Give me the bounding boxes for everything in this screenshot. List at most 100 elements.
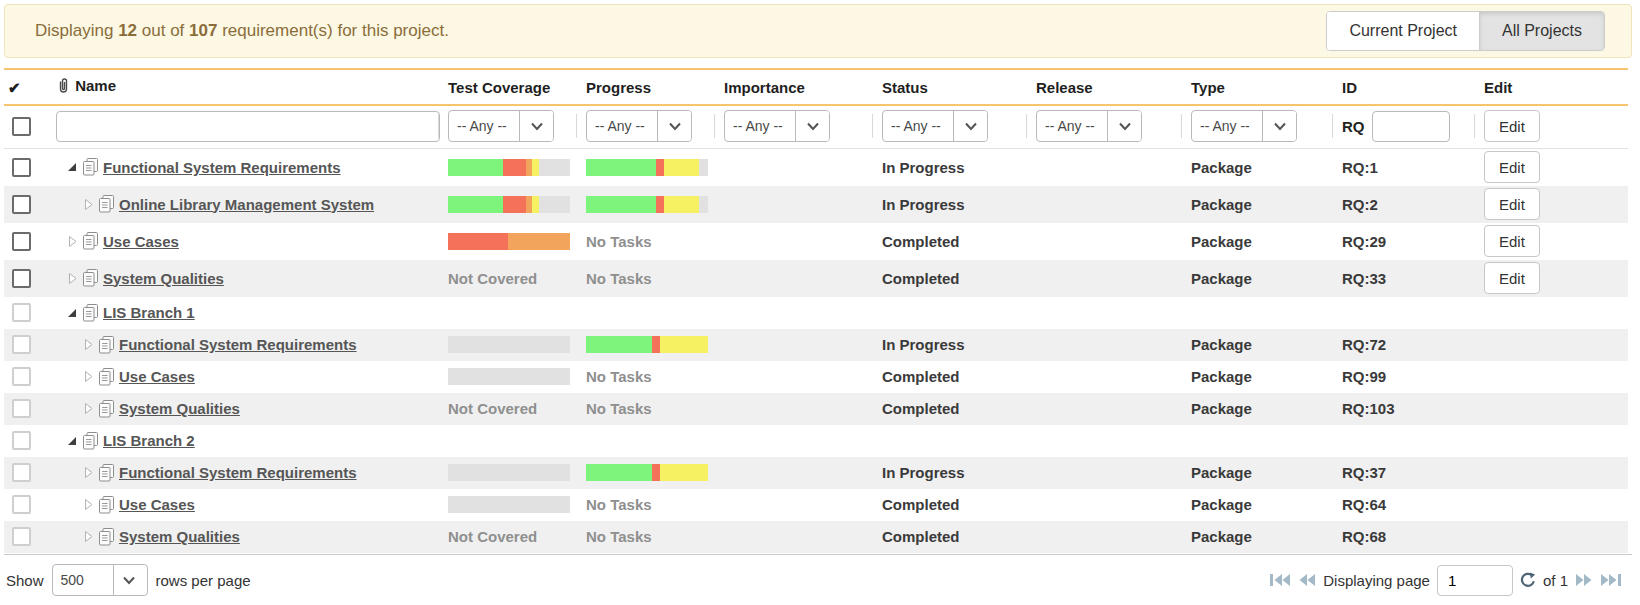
row-checkbox — [12, 527, 31, 546]
requirement-name-link[interactable]: Use Cases — [103, 233, 179, 250]
row-checkbox[interactable] — [12, 195, 31, 214]
expand-node-icon[interactable] — [68, 235, 78, 248]
id-cell: RQ:37 — [1338, 457, 1480, 489]
requirement-name-link[interactable]: LIS Branch 1 — [103, 304, 195, 321]
requirement-package-icon — [98, 368, 115, 386]
test-coverage-cell — [444, 457, 582, 489]
requirement-name-link[interactable]: Functional System Requirements — [119, 464, 357, 481]
expand-node-icon[interactable] — [84, 530, 94, 543]
collapse-node-icon[interactable] — [68, 437, 78, 445]
requirement-name-link[interactable]: Use Cases — [119, 496, 195, 513]
progress-filter-select[interactable]: -- Any -- — [586, 110, 692, 142]
row-checkbox — [12, 335, 31, 354]
type-cell: Package — [1187, 489, 1338, 521]
requirement-name-link[interactable]: Online Library Management System — [119, 196, 374, 213]
expand-node-icon[interactable] — [68, 272, 78, 285]
page-of-label: of 1 — [1543, 572, 1568, 589]
edit-toolbar-button[interactable]: Edit — [1484, 110, 1540, 142]
importance-cell — [720, 149, 878, 186]
collapse-node-icon[interactable] — [68, 309, 78, 317]
progress-text: No Tasks — [586, 368, 652, 385]
name-filter-input[interactable] — [56, 111, 440, 142]
first-page-icon[interactable] — [1269, 573, 1291, 587]
page-number-input[interactable] — [1437, 565, 1513, 596]
progress-text: No Tasks — [586, 400, 652, 417]
id-filter-input[interactable] — [1372, 111, 1450, 142]
requirement-name-link[interactable]: System Qualities — [119, 400, 240, 417]
chevron-down-icon — [1262, 111, 1296, 141]
chevron-down-icon — [953, 111, 987, 141]
requirement-name-link[interactable]: Functional System Requirements — [103, 159, 341, 176]
progress-bar — [586, 159, 708, 176]
requirement-name-link[interactable]: System Qualities — [103, 270, 224, 287]
type-cell — [1187, 297, 1338, 329]
requirement-name-link[interactable]: LIS Branch 2 — [103, 432, 195, 449]
progress-cell — [582, 297, 720, 329]
id-cell: RQ:33 — [1338, 260, 1480, 297]
row-checkbox[interactable] — [12, 158, 31, 177]
expand-node-icon[interactable] — [84, 370, 94, 383]
row-edit-button[interactable]: Edit — [1484, 262, 1540, 294]
next-page-icon[interactable] — [1575, 573, 1593, 587]
release-cell — [1032, 425, 1187, 457]
type-filter-select[interactable]: -- Any -- — [1191, 110, 1297, 142]
requirement-package-icon — [82, 158, 99, 176]
status-cell: Completed — [878, 393, 1032, 425]
chevron-down-icon — [519, 111, 553, 141]
test-coverage-cell — [444, 223, 582, 260]
last-page-icon[interactable] — [1600, 573, 1622, 587]
expand-node-icon[interactable] — [84, 402, 94, 415]
status-filter-select[interactable]: -- Any -- — [882, 110, 988, 142]
requirements-list-page: Displaying 12 out of 107 requirement(s) … — [0, 0, 1640, 605]
status-cell — [878, 425, 1032, 457]
current-project-button[interactable]: Current Project — [1327, 12, 1479, 50]
test-coverage-cell: Not Covered — [444, 393, 582, 425]
page-size-select[interactable]: 500 — [52, 564, 148, 596]
project-scope-toggle: Current Project All Projects — [1326, 11, 1605, 51]
release-cell — [1032, 361, 1187, 393]
status-cell — [878, 297, 1032, 329]
row-checkbox[interactable] — [12, 269, 31, 288]
refresh-icon[interactable] — [1520, 572, 1536, 588]
row-checkbox — [12, 399, 31, 418]
rows-per-page-label: rows per page — [156, 572, 251, 589]
progress-cell: No Tasks — [582, 260, 720, 297]
row-checkbox — [12, 431, 31, 450]
test-coverage-filter-select[interactable]: -- Any -- — [448, 110, 554, 142]
expand-node-icon[interactable] — [84, 338, 94, 351]
row-edit-button[interactable]: Edit — [1484, 151, 1540, 183]
requirement-package-icon — [98, 528, 115, 546]
requirement-name-link[interactable]: Use Cases — [119, 368, 195, 385]
id-cell: RQ:64 — [1338, 489, 1480, 521]
requirement-name-link[interactable]: System Qualities — [119, 528, 240, 545]
status-column-header: Status — [878, 69, 1032, 105]
expand-node-icon[interactable] — [84, 498, 94, 511]
row-edit-button[interactable]: Edit — [1484, 225, 1540, 257]
select-all-checkbox[interactable] — [12, 117, 31, 136]
requirement-row: Functional System RequirementsIn Progres… — [4, 457, 1628, 489]
collapse-node-icon[interactable] — [68, 163, 78, 171]
release-filter-select[interactable]: -- Any -- — [1036, 110, 1142, 142]
importance-cell — [720, 186, 878, 223]
chevron-down-icon — [113, 565, 145, 595]
status-cell: Completed — [878, 260, 1032, 297]
expand-node-icon[interactable] — [84, 198, 94, 211]
status-cell: Completed — [878, 361, 1032, 393]
requirement-package-icon — [98, 400, 115, 418]
id-cell — [1338, 425, 1480, 457]
id-cell: RQ:2 — [1338, 186, 1480, 223]
expand-node-icon[interactable] — [84, 466, 94, 479]
test-coverage-bar — [448, 464, 570, 481]
importance-filter-select[interactable]: -- Any -- — [724, 110, 830, 142]
row-checkbox[interactable] — [12, 232, 31, 251]
row-edit-button[interactable]: Edit — [1484, 188, 1540, 220]
release-cell — [1032, 457, 1187, 489]
test-coverage-cell — [444, 425, 582, 457]
requirement-name-link[interactable]: Functional System Requirements — [119, 336, 357, 353]
name-column-header: Name — [52, 69, 444, 105]
test-coverage-cell: Not Covered — [444, 521, 582, 553]
table-body: Functional System RequirementsIn Progres… — [4, 149, 1628, 553]
previous-page-icon[interactable] — [1298, 573, 1316, 587]
requirement-row: Use CasesNo TasksCompletedPackageRQ:64 — [4, 489, 1628, 521]
all-projects-button[interactable]: All Projects — [1479, 12, 1604, 50]
